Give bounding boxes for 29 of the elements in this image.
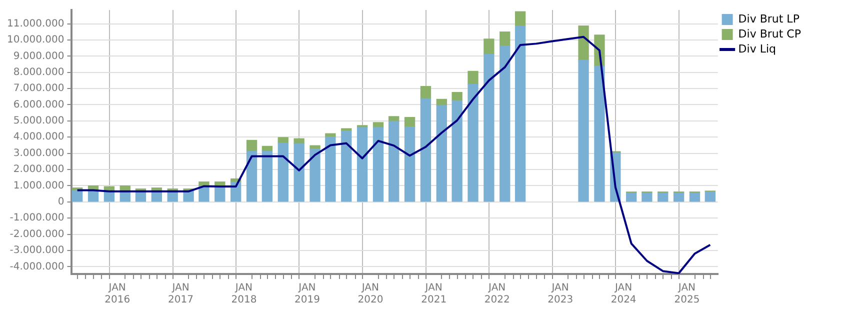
x-tick-label: JAN 2017 [168, 282, 194, 306]
x-tick-label: JAN 2023 [548, 282, 574, 306]
y-tick-label: 7.000.000 [13, 83, 64, 94]
y-tick-label: -4.000.000 [10, 261, 64, 272]
y-tick-label: 9.000.000 [13, 50, 64, 62]
x-tick-label: JAN 2019 [294, 282, 320, 306]
y-tick-label: 2.000.000 [13, 164, 64, 176]
x-tick-label: JAN 2021 [421, 282, 447, 306]
legend-label: Div Brut LP [738, 12, 800, 26]
y-tick-label: 0 [58, 196, 64, 208]
x-tick-label: JAN 2018 [231, 282, 257, 306]
legend-label: Div Liq [738, 42, 776, 56]
y-tick-label: 4.000.000 [13, 132, 64, 143]
y-tick-label: 1.000.000 [13, 180, 64, 192]
y-tick-label: 11.000.000 [6, 18, 64, 30]
y-tick-label: -1.000.000 [10, 212, 64, 224]
y-tick-label: 6.000.000 [13, 99, 64, 110]
x-tick-label: JAN 2022 [484, 282, 510, 306]
y-tick-label: 3.000.000 [13, 148, 64, 159]
x-tick-label: JAN 2016 [104, 282, 130, 306]
y-tick-label: -2.000.000 [10, 228, 64, 240]
x-tick-label: JAN 2024 [610, 282, 636, 306]
y-tick-label: 5.000.000 [13, 116, 64, 127]
x-tick-label: JAN 2025 [674, 282, 700, 306]
y-tick-label: 8.000.000 [13, 66, 64, 78]
y-tick-label: -3.000.000 [10, 245, 64, 256]
y-tick-label: 10.000.000 [6, 34, 64, 46]
x-tick-label: JAN 2020 [358, 282, 384, 306]
legend-label: Div Brut CP [738, 27, 802, 40]
